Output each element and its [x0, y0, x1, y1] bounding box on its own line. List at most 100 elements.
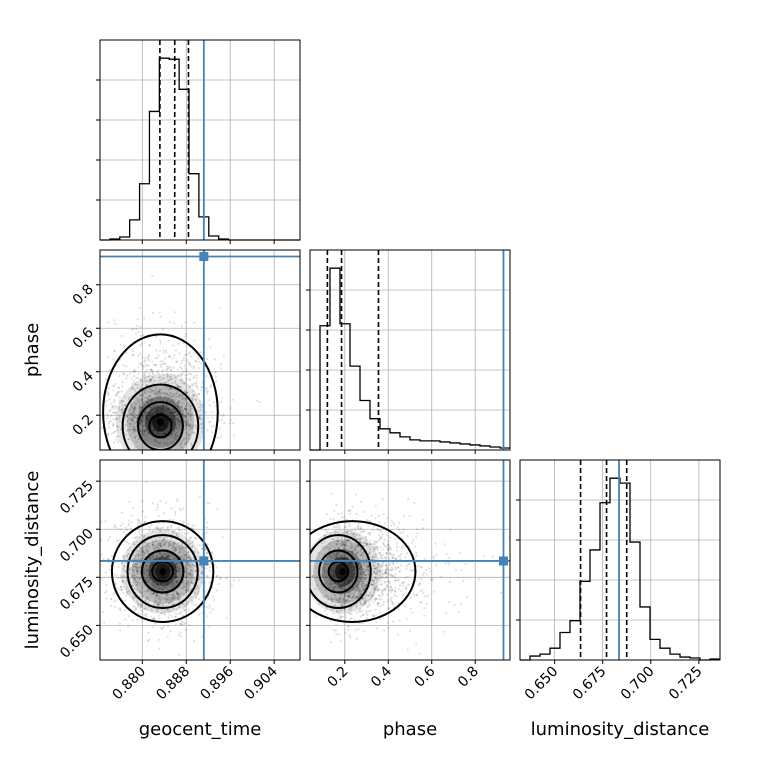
sample-point [378, 521, 381, 524]
sample-point [346, 628, 350, 632]
sample-point [198, 393, 201, 396]
sample-point [142, 432, 145, 436]
sample-point [191, 425, 194, 429]
sample-point [380, 577, 383, 580]
sample-point [177, 393, 181, 396]
sample-point [331, 598, 334, 601]
sample-point [147, 544, 150, 548]
sample-point [176, 406, 179, 410]
sample-point [106, 413, 109, 416]
sample-point [374, 548, 377, 551]
sample-point [387, 548, 390, 551]
sample-point [206, 501, 209, 504]
sample-point [395, 568, 398, 571]
sample-point [368, 549, 371, 552]
sample-point [175, 425, 178, 429]
sample-point [142, 553, 145, 556]
sample-point [337, 519, 340, 522]
sample-point [415, 643, 418, 646]
sample-point [394, 566, 397, 569]
sample-point [124, 415, 127, 418]
sample-point [362, 581, 365, 585]
sample-point [185, 402, 189, 405]
sample-point [131, 595, 134, 598]
sample-point [174, 563, 177, 566]
sample-point [321, 575, 324, 578]
sample-point [182, 546, 185, 549]
sample-point [192, 394, 195, 397]
sample-point [213, 424, 216, 427]
sample-point [344, 600, 347, 603]
sample-point [162, 556, 165, 559]
sample-point [164, 396, 167, 399]
sample-point [352, 600, 355, 603]
sample-point [179, 424, 182, 427]
sample-point [118, 622, 121, 625]
sample-point [158, 311, 162, 314]
sample-point [162, 539, 165, 542]
sample-point [135, 583, 138, 586]
sample-point [329, 533, 332, 536]
sample-point [185, 377, 188, 380]
sample-point [375, 597, 378, 600]
sample-point [358, 586, 361, 589]
sample-point [121, 412, 124, 415]
sample-point [128, 590, 131, 594]
sample-point [351, 577, 354, 580]
sample-point [356, 580, 359, 583]
sample-point [155, 440, 158, 444]
sample-point [128, 417, 131, 420]
sample-point [387, 607, 390, 610]
sample-point [208, 502, 211, 505]
sample-point [377, 539, 380, 542]
sample-point [381, 590, 384, 593]
sample-point [158, 551, 162, 555]
sample-point [159, 543, 162, 547]
sample-point [174, 421, 177, 424]
sample-point [193, 351, 197, 354]
sample-point [162, 410, 165, 413]
sample-point [123, 344, 126, 347]
sample-point [128, 428, 132, 432]
sample-point [372, 583, 375, 587]
sample-point [366, 568, 369, 572]
sample-point [115, 599, 118, 602]
sample-point [143, 411, 146, 414]
sample-point [350, 575, 353, 578]
sample-point [199, 408, 202, 411]
sample-point [351, 550, 354, 553]
sample-point [382, 543, 386, 547]
sample-point [352, 596, 355, 599]
sample-point [146, 420, 149, 423]
sample-point [146, 639, 150, 643]
sample-point [169, 609, 173, 612]
sample-point [149, 437, 152, 440]
sample-point [180, 406, 183, 409]
sample-point [194, 596, 197, 600]
sample-point [176, 405, 179, 408]
sample-point [350, 605, 353, 608]
sample-point [359, 573, 362, 576]
sample-point [172, 411, 176, 415]
sample-point [102, 610, 105, 614]
sample-point [391, 589, 394, 592]
sample-point [372, 590, 375, 593]
sample-point [325, 562, 329, 566]
sample-point [209, 385, 212, 388]
sample-point [193, 564, 196, 567]
sample-point [379, 552, 382, 555]
sample-point [191, 580, 194, 583]
sample-point [391, 588, 394, 591]
sample-point [200, 386, 203, 389]
sample-point [148, 395, 151, 398]
sample-point [205, 606, 208, 609]
sample-point [146, 395, 149, 398]
sample-point [361, 580, 364, 583]
sample-point [150, 538, 153, 541]
sample-point [358, 609, 361, 612]
sample-point [406, 575, 409, 578]
sample-point [166, 552, 169, 555]
sample-point [368, 551, 371, 554]
sample-point [133, 610, 136, 613]
sample-point [434, 542, 437, 545]
